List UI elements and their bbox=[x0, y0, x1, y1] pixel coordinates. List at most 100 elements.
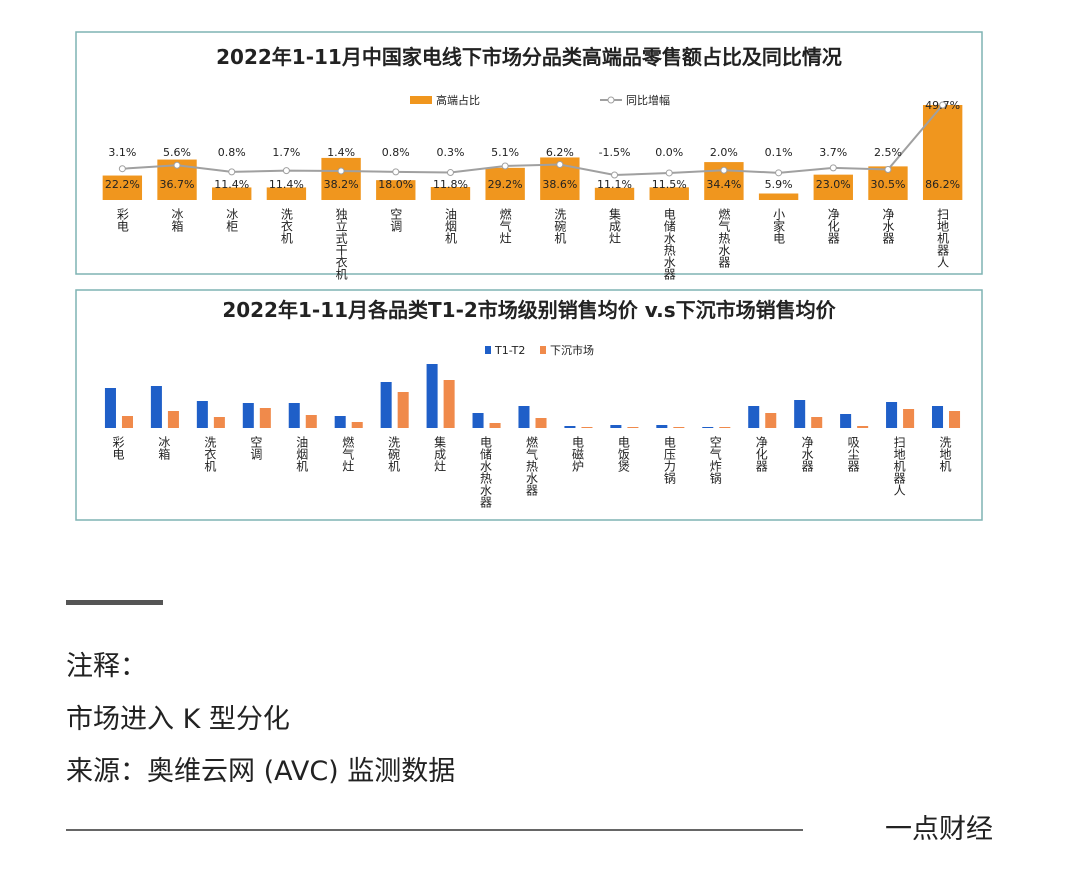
bar bbox=[288, 403, 300, 428]
bar bbox=[150, 386, 162, 428]
chart-frame bbox=[75, 289, 983, 521]
bar bbox=[518, 406, 530, 428]
data-label: 5.6% bbox=[163, 146, 191, 159]
bar bbox=[167, 411, 179, 428]
bar bbox=[794, 400, 806, 428]
line-point bbox=[392, 168, 400, 176]
bar bbox=[485, 167, 525, 200]
x-tick-label: 洗地机 bbox=[938, 436, 952, 472]
x-tick-label: 洗碗机 bbox=[553, 208, 567, 244]
line-point bbox=[665, 169, 673, 177]
data-label: 2.5% bbox=[874, 146, 902, 159]
data-label: 34.4% bbox=[706, 178, 741, 191]
data-label: 0.0% bbox=[655, 146, 683, 159]
bar bbox=[259, 408, 271, 428]
bar bbox=[242, 403, 254, 428]
bar bbox=[102, 175, 143, 200]
data-label: 11.4% bbox=[269, 178, 304, 191]
data-label: 0.8% bbox=[218, 146, 246, 159]
note-source: 来源：奥维云网 (AVC) 监测数据 bbox=[66, 756, 455, 787]
legend-swatch bbox=[540, 346, 546, 354]
brand: 一点财经 bbox=[885, 814, 993, 845]
x-tick-label: 电磁炉 bbox=[570, 436, 584, 473]
x-tick-label: 空调 bbox=[389, 208, 403, 232]
data-label: 11.5% bbox=[652, 178, 687, 191]
line-point bbox=[829, 164, 837, 172]
x-tick-label: 燃气热水器 bbox=[525, 435, 539, 497]
x-tick-label: 燃气灶 bbox=[498, 207, 512, 244]
data-label: 23.0% bbox=[816, 178, 851, 191]
x-tick-label: 燃气热水器 bbox=[717, 207, 731, 269]
bar bbox=[321, 157, 361, 200]
bar bbox=[213, 417, 225, 428]
bar bbox=[649, 187, 689, 200]
legend-label: T1-T2 bbox=[494, 344, 525, 357]
bar bbox=[758, 193, 799, 200]
x-tick-label: 空气炸锅 bbox=[708, 436, 722, 485]
data-label: 5.9% bbox=[765, 178, 793, 191]
x-tick-label: 空调 bbox=[249, 436, 263, 460]
x-tick-label: 燃气灶 bbox=[341, 435, 355, 472]
data-label: 22.2% bbox=[105, 178, 140, 191]
data-label: 1.7% bbox=[272, 146, 300, 159]
bar bbox=[840, 414, 852, 428]
x-tick-label: 吸尘器 bbox=[846, 436, 860, 473]
data-label: 11.4% bbox=[214, 178, 249, 191]
line-point bbox=[282, 167, 290, 175]
bar bbox=[765, 413, 777, 428]
note-text: 市场进入 K 型分化 bbox=[66, 704, 290, 735]
data-label: -1.5% bbox=[599, 146, 631, 159]
legend-label: 同比增幅 bbox=[626, 93, 670, 107]
data-label: 38.6% bbox=[542, 178, 577, 191]
bar bbox=[196, 401, 208, 428]
bar bbox=[564, 426, 576, 428]
bar bbox=[472, 413, 484, 428]
x-tick-label: 电储水热水器 bbox=[662, 208, 676, 281]
bar bbox=[212, 187, 252, 200]
x-tick-label: 扫地机器人 bbox=[936, 208, 950, 268]
line-point bbox=[173, 161, 181, 169]
bar bbox=[748, 406, 760, 428]
bar bbox=[380, 382, 392, 428]
x-tick-label: 冰柜 bbox=[225, 208, 239, 232]
bar bbox=[581, 427, 593, 428]
x-tick-label: 油烟机 bbox=[295, 436, 309, 472]
bar bbox=[594, 187, 635, 200]
bar bbox=[443, 380, 455, 428]
x-tick-label: 冰箱 bbox=[157, 436, 171, 460]
data-label: 29.2% bbox=[488, 178, 523, 191]
bar bbox=[334, 416, 346, 428]
data-label: 0.1% bbox=[765, 146, 793, 159]
x-tick-label: 净水器 bbox=[881, 208, 895, 245]
bar bbox=[430, 186, 471, 200]
bar bbox=[121, 416, 134, 428]
x-tick-label: 扫地机器人 bbox=[892, 436, 906, 496]
x-tick-label: 洗衣机 bbox=[279, 208, 293, 244]
bar bbox=[535, 418, 547, 428]
x-tick-label: 洗衣机 bbox=[203, 436, 217, 472]
line-point bbox=[446, 169, 454, 177]
x-tick-label: 电压力锅 bbox=[662, 436, 676, 485]
line-point bbox=[556, 160, 564, 168]
data-label: 3.1% bbox=[108, 146, 136, 159]
bar bbox=[351, 422, 363, 428]
data-label: 2.0% bbox=[710, 146, 738, 159]
data-label: 0.3% bbox=[436, 146, 464, 159]
bar bbox=[397, 392, 409, 428]
bar bbox=[813, 174, 853, 200]
bar bbox=[266, 187, 307, 200]
line-point bbox=[775, 169, 783, 177]
bar bbox=[931, 406, 944, 428]
line-point bbox=[939, 101, 947, 109]
chart-title: 2022年1-11月中国家电线下市场分品类高端品零售额占比及同比情况 bbox=[216, 45, 842, 69]
data-label: 86.2% bbox=[925, 178, 960, 191]
legend-swatch bbox=[485, 346, 491, 354]
x-tick-label: 电储水热水器 bbox=[479, 436, 493, 509]
line bbox=[122, 104, 944, 177]
data-label: 11.8% bbox=[433, 178, 468, 191]
x-tick-label: 彩电 bbox=[111, 436, 125, 460]
x-tick-label: 洗碗机 bbox=[387, 436, 401, 472]
legend-label: 下沉市场 bbox=[550, 343, 594, 357]
data-label: 5.1% bbox=[491, 146, 519, 159]
x-tick-label: 净化器 bbox=[826, 208, 840, 245]
